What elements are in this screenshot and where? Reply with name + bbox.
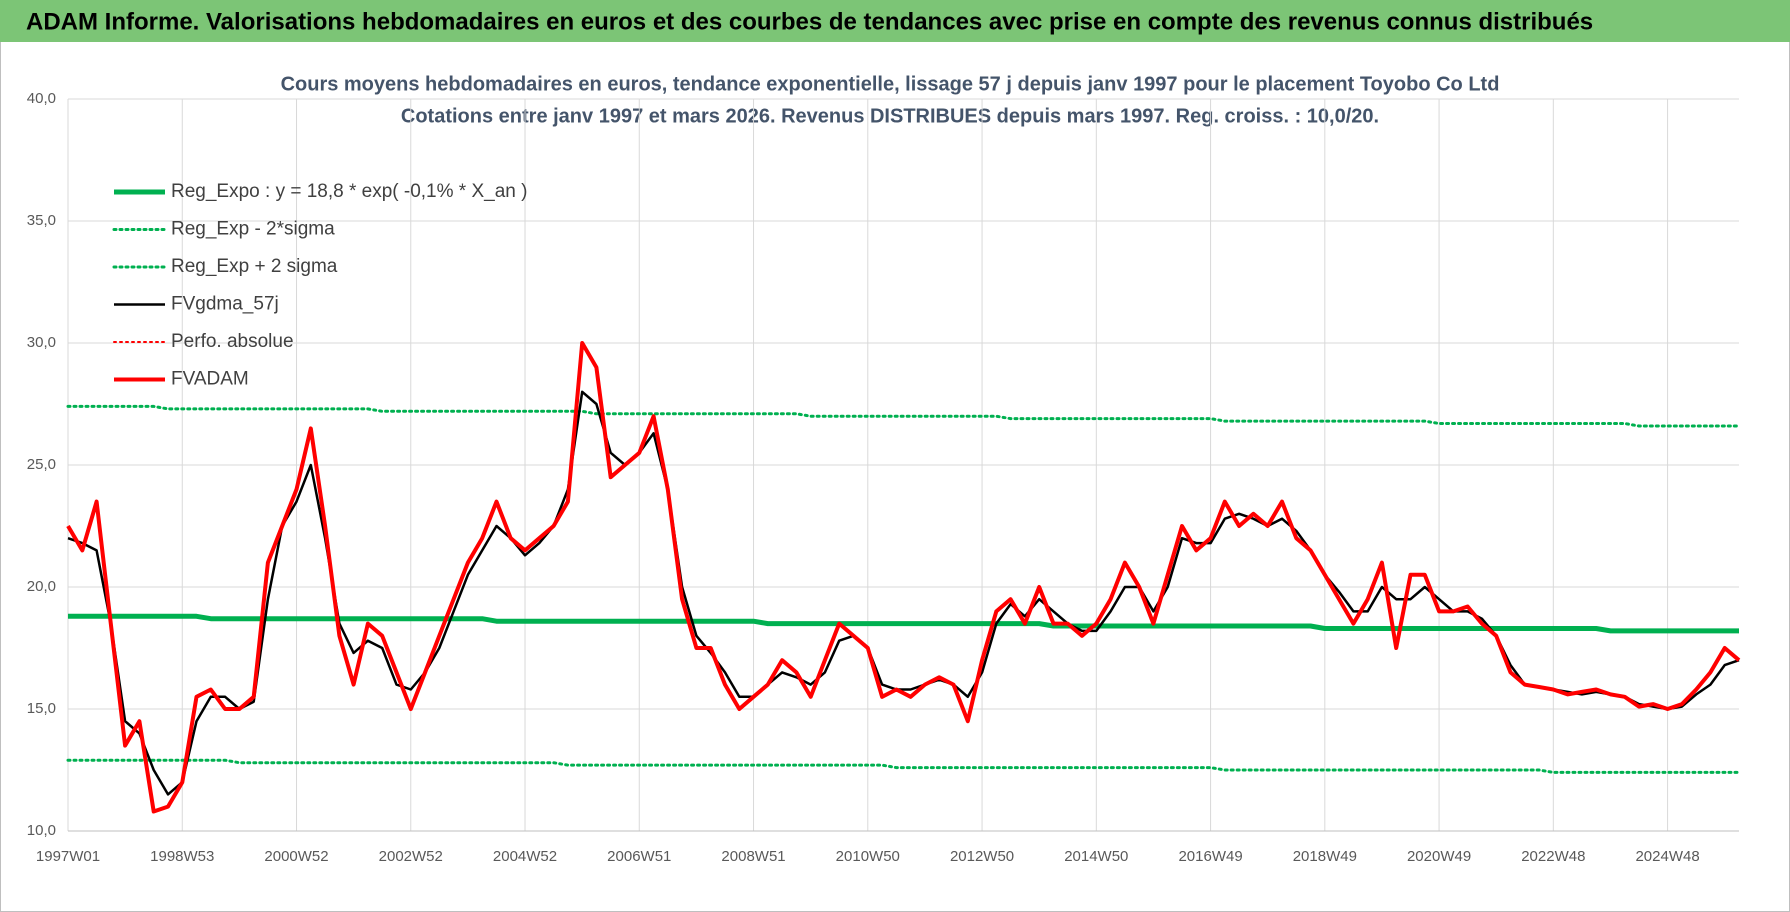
y-tick-label: 10,0	[27, 822, 56, 839]
series-line	[68, 613, 1739, 634]
y-tick-label: 20,0	[27, 578, 56, 595]
x-tick-label: 2024W48	[1635, 848, 1699, 865]
x-tick-label: 2016W49	[1178, 848, 1242, 865]
x-tick-label: 2010W50	[836, 848, 900, 865]
chart-subtitle: Cotations entre janv 1997 et mars 2026. …	[401, 105, 1379, 127]
header-title: ADAM Informe. Valorisations hebdomadaire…	[26, 8, 1593, 35]
chart-title: Cours moyens hebdomadaires en euros, ten…	[281, 73, 1500, 95]
legend-label: Reg_Expo : y = 18,8 * exp( -0,1% * X_an …	[171, 181, 527, 202]
x-tick-label: 1997W01	[36, 848, 100, 865]
legend-label: Reg_Exp + 2 sigma	[171, 256, 338, 277]
x-tick-label: 2002W52	[379, 848, 443, 865]
x-tick-label: 2000W52	[264, 848, 328, 865]
y-tick-label: 30,0	[27, 334, 56, 351]
x-tick-label: 2004W52	[493, 848, 557, 865]
y-tick-label: 35,0	[27, 212, 56, 229]
x-tick-label: 1998W53	[150, 848, 214, 865]
legend-label: Reg_Exp - 2*sigma	[171, 219, 335, 240]
x-tick-label: 2014W50	[1064, 848, 1128, 865]
legend-label: FVADAM	[171, 369, 249, 390]
series-line	[66, 758, 1741, 774]
x-tick-label: 2012W50	[950, 848, 1014, 865]
series-line	[67, 390, 1740, 796]
y-tick-label: 15,0	[27, 700, 56, 717]
series-line	[66, 404, 1741, 428]
y-tick-label: 25,0	[27, 456, 56, 473]
x-tick-label: 2020W49	[1407, 848, 1471, 865]
plot	[66, 341, 1741, 814]
legend-label: Perfo. absolue	[171, 331, 294, 352]
legend: Reg_Expo : y = 18,8 * exp( -0,1% * X_an …	[112, 181, 527, 390]
x-tick-label: 2006W51	[607, 848, 671, 865]
grid: 10,0 15,0 20,0 25,0 30,0 35,0 40,0 1997W01 1998W…	[27, 90, 1739, 865]
y-tick-label: 40,0	[27, 90, 56, 107]
x-tick-label: 2018W49	[1293, 848, 1357, 865]
x-tick-label: 2022W48	[1521, 848, 1585, 865]
header-band	[0, 0, 1790, 42]
series-line	[66, 341, 1741, 814]
legend-label: FVgdma_57j	[171, 294, 279, 315]
x-tick-label: 2008W51	[721, 848, 785, 865]
